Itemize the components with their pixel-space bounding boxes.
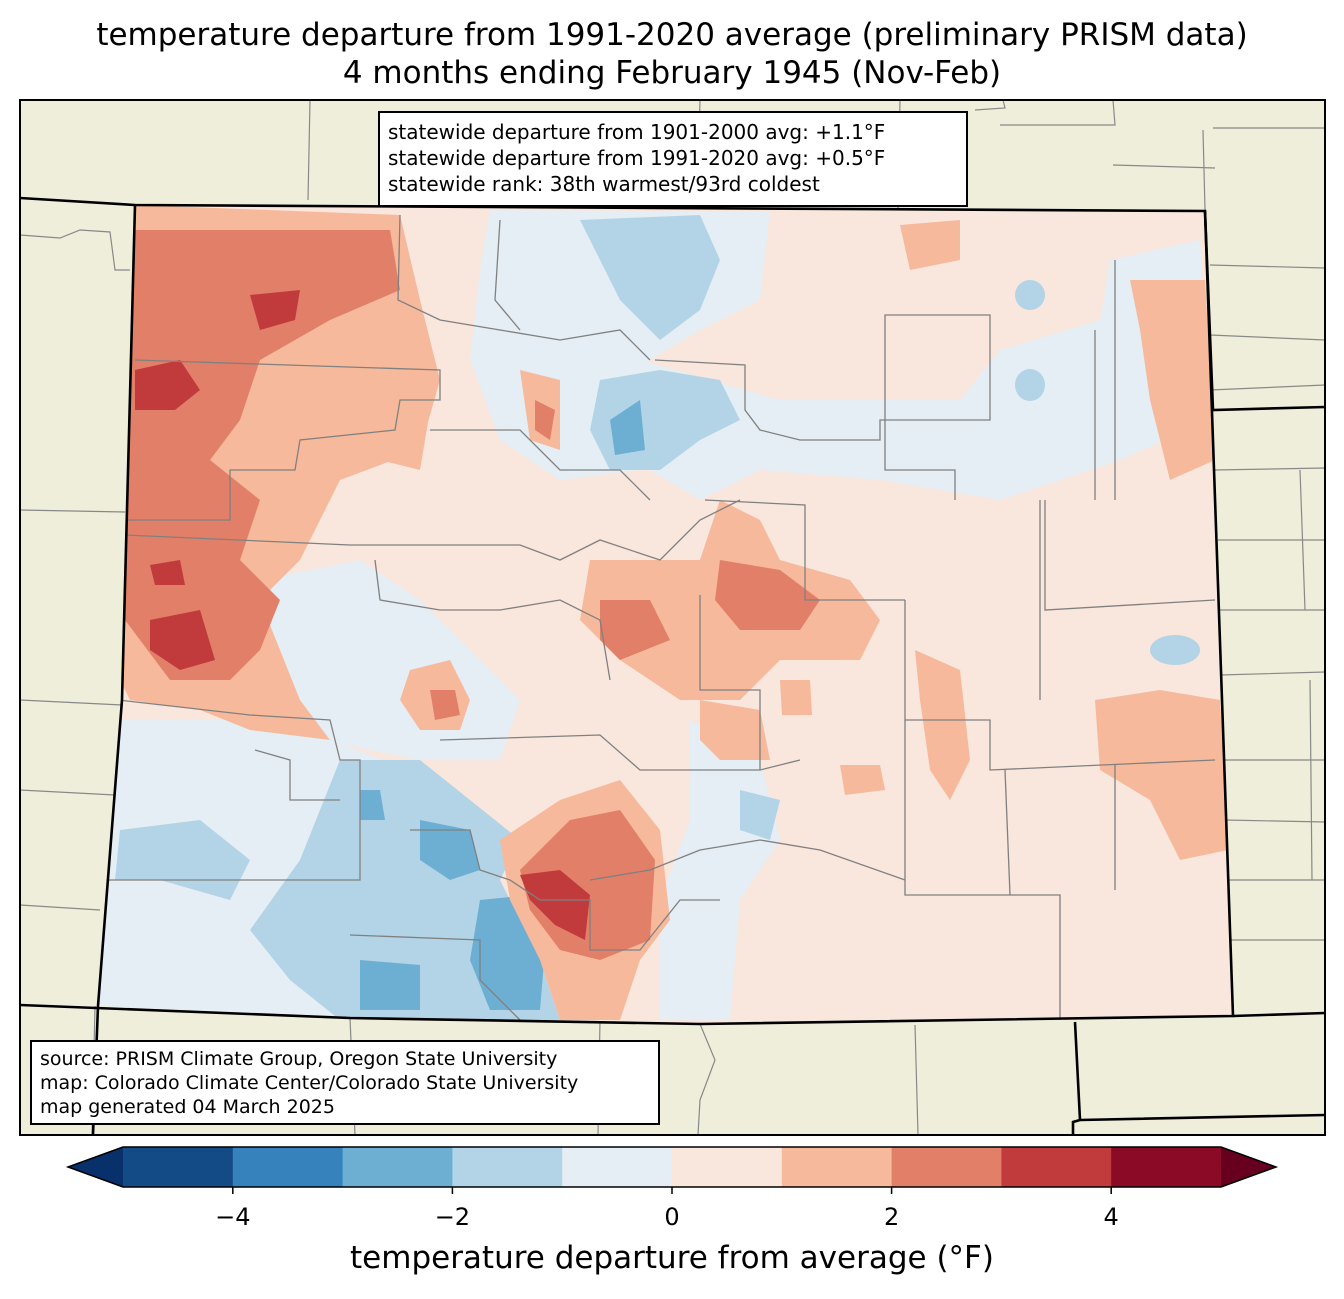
statewide-stats-box: statewide departure from 1901-2000 avg: …: [378, 111, 968, 207]
colorbar-tick-label: 2: [883, 1203, 900, 1231]
colorbar-segment: [123, 1147, 234, 1187]
colorbar-segment: [1111, 1147, 1222, 1187]
credits-line-1: source: PRISM Climate Group, Oregon Stat…: [40, 1048, 558, 1070]
county-lines: [100, 214, 1216, 1021]
colorbar-segment: [562, 1147, 673, 1187]
colorbar-tick-label: 0: [664, 1203, 680, 1231]
colorbar-segment: [232, 1147, 344, 1187]
map-title-line2: 4 months ending February 1945 (Nov-Feb): [342, 55, 1002, 91]
colorbar-segment: [891, 1147, 1002, 1187]
colorbar-segment: [342, 1147, 453, 1187]
colorbar-segment: [781, 1147, 893, 1187]
credits-line-3: map generated 04 March 2025: [40, 1096, 335, 1118]
colorbar-segment: [672, 1147, 783, 1187]
colorbar-segment: [1001, 1147, 1112, 1187]
colorbar-segment: [452, 1147, 563, 1187]
colorbar-tick-label: −2: [434, 1203, 471, 1231]
colorbar-tick-label: −4: [215, 1203, 251, 1231]
colorbar-over-arrow: [1221, 1147, 1276, 1187]
colorbar-outline: [65, 1146, 1279, 1188]
map-title-line1: temperature departure from 1991-2020 ave…: [96, 17, 1248, 53]
colorbar-under-arrow: [68, 1147, 123, 1187]
credits-box: source: PRISM Climate Group, Oregon Stat…: [30, 1040, 660, 1125]
stats-line-1: statewide departure from 1901-2000 avg: …: [388, 120, 886, 144]
colorbar: [65, 1146, 1279, 1194]
temperature-field: [98, 205, 1233, 1024]
colorbar-label: temperature departure from average (°F): [350, 1240, 994, 1276]
stats-line-2: statewide departure from 1991-2020 avg: …: [388, 146, 886, 170]
colorbar-tick-label: 4: [1103, 1203, 1119, 1231]
credits-line-2: map: Colorado Climate Center/Colorado St…: [40, 1072, 579, 1094]
map-frame: [19, 99, 1326, 1136]
stats-line-3: statewide rank: 38th warmest/93rd coldes…: [388, 172, 820, 196]
